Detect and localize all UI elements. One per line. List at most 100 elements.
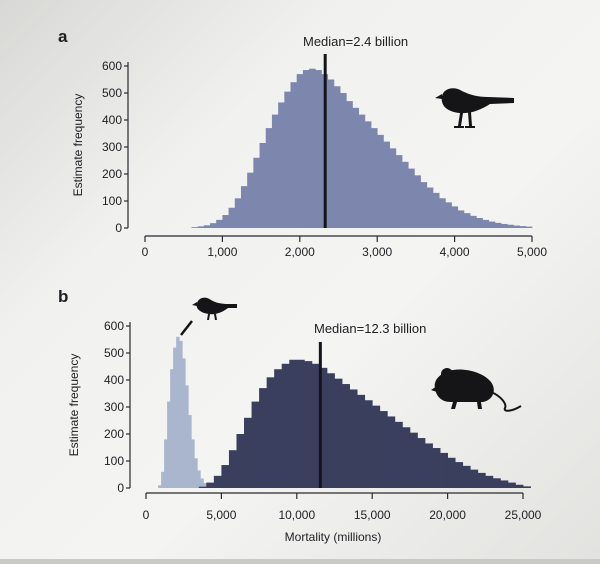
histogram-bar: [272, 115, 279, 228]
histogram-bar: [433, 193, 440, 228]
histogram-bar: [427, 188, 434, 229]
histogram-bar: [315, 70, 322, 228]
y-tick-label: 300: [104, 400, 124, 414]
histogram-bar: [513, 226, 520, 228]
histogram-bar: [408, 169, 415, 228]
histogram-bar: [327, 373, 335, 488]
histogram-bar: [507, 225, 514, 228]
y-tick-label: 500: [102, 86, 122, 100]
histogram-bar: [464, 213, 471, 228]
histogram-bar: [266, 128, 273, 228]
histogram-bar: [359, 115, 366, 228]
histogram-bar: [278, 102, 285, 228]
y-tick-label: 300: [102, 140, 122, 154]
histogram-bar: [244, 418, 252, 488]
y-tick-label: 0: [117, 481, 124, 495]
histogram-bar: [289, 360, 297, 488]
histogram-bar: [297, 360, 305, 488]
histogram-bar: [221, 465, 229, 488]
histogram-bar: [440, 453, 448, 488]
histogram-bar: [433, 448, 441, 488]
x-tick-label: 15,000: [354, 508, 391, 522]
bird-pointer-line: [181, 321, 192, 335]
histogram-bar: [365, 400, 373, 488]
histogram-bar: [328, 80, 335, 229]
y-tick-label: 400: [102, 113, 122, 127]
histogram-bar: [452, 206, 459, 228]
bird-silhouette-icon: [435, 88, 514, 128]
histogram-bar: [235, 198, 242, 228]
histogram-bar: [194, 458, 197, 488]
histogram-bar: [340, 93, 347, 228]
y-tick-label: 200: [104, 427, 124, 441]
histogram-bar: [198, 226, 205, 228]
histogram-bar: [371, 128, 378, 228]
y-tick-label: 100: [104, 454, 124, 468]
histogram-bar: [252, 402, 260, 488]
histogram-bar: [395, 422, 403, 488]
histogram-bar: [167, 402, 170, 488]
histogram-bar: [241, 186, 248, 228]
histogram-bar: [236, 434, 244, 488]
panel-b-xlabel: Mortality (millions): [285, 530, 382, 544]
x-tick-label: 0: [143, 508, 150, 522]
histogram-bar: [493, 478, 501, 488]
histogram-bar: [357, 395, 365, 488]
panel-b-letter: b: [58, 287, 68, 306]
histogram-bar: [303, 70, 310, 228]
histogram-bar: [170, 369, 173, 488]
histogram-bar: [470, 470, 478, 488]
x-tick-label: 5,000: [517, 245, 547, 259]
histogram-bar: [485, 476, 493, 488]
y-tick-label: 0: [115, 221, 122, 235]
histogram-bar: [191, 227, 198, 228]
histogram-bar: [304, 361, 312, 488]
histogram-bar: [229, 208, 236, 228]
y-tick-label: 200: [102, 167, 122, 181]
panel-a-ylabel: Estimate frequency: [71, 94, 85, 197]
histogram-bar: [520, 226, 527, 228]
panel-b-ylabel: Estimate frequency: [67, 354, 81, 457]
histogram-bar: [526, 227, 533, 228]
x-tick-label: 5,000: [206, 508, 236, 522]
histogram-bar: [380, 411, 388, 488]
histogram-bar: [191, 439, 194, 488]
histogram-bar: [390, 148, 397, 228]
histogram-bar: [161, 472, 164, 488]
y-tick-label: 600: [102, 59, 122, 73]
x-tick-label: 3,000: [362, 245, 392, 259]
histogram-bar: [365, 121, 372, 228]
histogram-bar: [396, 155, 403, 228]
histogram-bar: [214, 476, 222, 488]
histogram-bar: [309, 69, 316, 228]
histogram-bar: [216, 220, 223, 228]
x-tick-label: 25,000: [505, 508, 542, 522]
bird-silhouette-icon: [192, 298, 237, 320]
x-tick-label: 4,000: [440, 245, 470, 259]
histogram-bar: [274, 369, 282, 488]
histogram-bar: [335, 379, 343, 488]
histogram-bar: [489, 222, 496, 228]
histogram-bar: [383, 142, 390, 228]
histogram-bar: [402, 427, 410, 488]
y-tick-label: 600: [104, 319, 124, 333]
x-tick-label: 20,000: [429, 508, 466, 522]
histogram-bar: [282, 364, 290, 488]
histogram-bar: [523, 486, 531, 488]
mouse-silhouette-icon: [431, 368, 521, 411]
histogram-bar: [267, 377, 275, 488]
histogram-bar: [173, 348, 176, 488]
histogram-bar: [206, 483, 214, 488]
histogram-bar: [259, 388, 267, 488]
x-tick-label: 1,000: [207, 245, 237, 259]
histogram-bar: [334, 86, 341, 228]
histogram-bar: [222, 215, 229, 228]
histogram-bar: [188, 415, 191, 488]
histogram-bar: [350, 389, 358, 488]
x-tick-label: 2,000: [285, 245, 315, 259]
histogram-bar: [482, 220, 489, 228]
histogram-bar: [204, 225, 211, 228]
